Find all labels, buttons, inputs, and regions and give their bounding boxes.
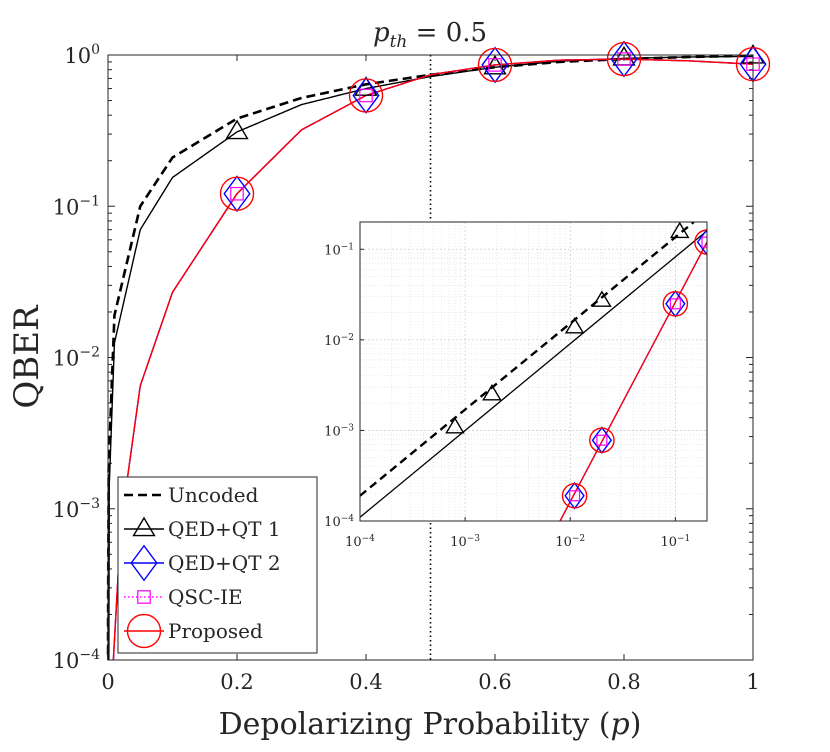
y-tick-label: 10−4: [53, 647, 100, 673]
x-tick-label: 0.4: [349, 670, 382, 694]
x-tick-label: 0: [101, 670, 114, 694]
y-tick-label: 10−3: [53, 496, 100, 522]
y-tick-label: 10−1: [53, 193, 100, 219]
inset-background: [360, 222, 707, 521]
x-tick-label: 1: [746, 670, 759, 694]
legend-label: QED+QT 1: [168, 517, 281, 541]
y-tick-label: 10−2: [53, 345, 100, 371]
x-tick-label: 0.8: [607, 670, 640, 694]
legend-label: QED+QT 2: [168, 551, 281, 575]
legend: Uncoded QED+QT 1 QED+QT 2 QSC-IE Proposed: [118, 477, 317, 653]
chart-title: pth = 0.5: [373, 18, 487, 52]
y-axis-label: QBER: [7, 304, 47, 409]
x-tick-label: 0.6: [478, 670, 511, 694]
legend-label: Uncoded: [168, 483, 259, 507]
x-tick-label: 0.2: [220, 670, 253, 694]
legend-label: Proposed: [168, 619, 263, 643]
legend-label: QSC-IE: [168, 585, 243, 609]
x-axis-label: Depolarizing Probability (p): [219, 707, 642, 742]
y-tick-label: 100: [64, 42, 100, 68]
